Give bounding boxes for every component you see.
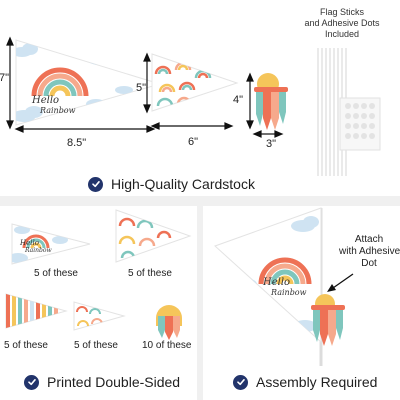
- assembly-pennant: [214, 207, 322, 344]
- sticks-dots-note: Flag Sticks and Adhesive Dots Included: [292, 7, 392, 40]
- small-height-arrow: [246, 72, 254, 130]
- assembly-flag-title-line2: Rainbow: [271, 288, 307, 297]
- sticks-note-line3: Included: [324, 29, 360, 39]
- printed-piece-large-front: [11, 223, 91, 265]
- assembly-illustration: [214, 207, 354, 366]
- printed-flag-title-line1: Hello: [20, 239, 39, 247]
- cardstock-caption: High-Quality Cardstock: [88, 176, 255, 192]
- medium-height-arrow: [143, 52, 151, 114]
- assembly-panel: Hello Rainbow Attach with Adhesive Dot A…: [203, 206, 400, 400]
- medium-pennant: [151, 53, 239, 112]
- printed-count-1: 5 of these: [34, 268, 78, 279]
- attach-note-line3: Dot: [361, 258, 377, 269]
- check-circle-icon: [233, 374, 248, 390]
- attach-note-line1: Attach: [354, 234, 384, 245]
- printed-count-4: 5 of these: [74, 340, 118, 351]
- check-circle-icon: [24, 374, 39, 390]
- sticks-note-line1: Flag Sticks: [319, 7, 364, 17]
- large-width-arrow: [14, 125, 156, 133]
- medium-width-arrow: [150, 122, 234, 130]
- large-flag-title: Hello Rainbow: [32, 96, 75, 116]
- large-height-arrow: [6, 36, 14, 130]
- printed-piece-large-back: [115, 209, 192, 263]
- attach-arrow: [327, 273, 354, 292]
- small-rainbow-flag: [254, 73, 288, 130]
- check-circle-icon: [88, 176, 103, 192]
- large-flag-title-line1: Hello: [32, 95, 60, 106]
- size-diagram: [6, 36, 381, 176]
- large-flag-title-line2: Rainbow: [40, 106, 76, 115]
- printed-pieces-illustration: [5, 209, 192, 340]
- printed-flag-title: Hello Rainbow: [20, 239, 52, 255]
- attach-note: Attach with Adhesive Dot: [339, 234, 400, 270]
- printed-flag-title-line2: Rainbow: [25, 247, 52, 254]
- medium-width-label: 6": [188, 136, 199, 148]
- printed-count-5: 10 of these: [142, 340, 192, 351]
- printed-piece-striped: [5, 293, 68, 329]
- medium-height-label: 5": [136, 82, 147, 94]
- printed-piece-medium: [73, 301, 126, 331]
- attach-note-line2: with Adhesive: [339, 246, 400, 257]
- large-width-label: 8.5": [67, 137, 87, 149]
- cardstock-caption-text: High-Quality Cardstock: [111, 176, 255, 192]
- assembly-caption-text: Assembly Required: [256, 374, 378, 390]
- sticks-note-line2: and Adhesive Dots: [304, 18, 380, 28]
- size-overview-section: Hello Rainbow 7" 8.5" 5" 6" 4" 3" Flag S…: [0, 0, 400, 192]
- assembly-rainbow-tassel: [311, 294, 345, 346]
- printed-double-sided-panel: Hello Rainbow 5 of these 5 of these 5 of…: [0, 206, 197, 400]
- assembly-caption: Assembly Required: [233, 374, 377, 390]
- assembly-flag-title: Hello Rainbow: [263, 278, 306, 298]
- small-width-label: 3": [266, 138, 277, 150]
- small-height-label: 4": [233, 94, 244, 106]
- printed-count-2: 5 of these: [128, 268, 172, 279]
- adhesive-dots-sheet: [339, 97, 381, 151]
- double-sided-caption-text: Printed Double-Sided: [47, 374, 181, 390]
- small-width-arrow: [252, 130, 284, 138]
- large-height-label: 7": [0, 72, 10, 84]
- assembly-flag-title-line1: Hello: [263, 277, 291, 288]
- double-sided-caption: Printed Double-Sided: [24, 374, 180, 390]
- printed-piece-small-rainbow: [156, 305, 182, 340]
- printed-count-3: 5 of these: [4, 340, 48, 351]
